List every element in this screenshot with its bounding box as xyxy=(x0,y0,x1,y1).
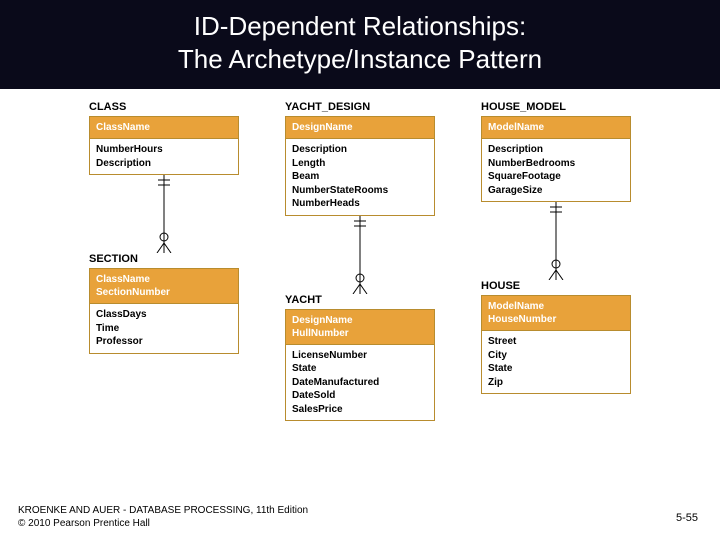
cardinality-icon xyxy=(154,175,174,253)
connector-class-section xyxy=(154,175,174,253)
footer-line-1: KROENKE AND AUER - DATABASE PROCESSING, … xyxy=(18,504,308,517)
column-yacht: YACHT_DESIGN DesignName Description Leng… xyxy=(285,101,435,421)
entity-label-section: SECTION xyxy=(89,253,239,265)
page-number: 5-55 xyxy=(676,512,698,524)
entity-yacht-attrs: LicenseNumber State DateManufactured Dat… xyxy=(286,345,434,421)
entity-housemodel-pk: ModelName xyxy=(482,117,630,139)
entity-label-house: HOUSE xyxy=(481,280,631,292)
entity-label-yachtdesign: YACHT_DESIGN xyxy=(285,101,435,113)
entity-yacht-pk: DesignName HullNumber xyxy=(286,310,434,345)
column-house: HOUSE_MODEL ModelName Description Number… xyxy=(481,101,631,421)
entity-housemodel: ModelName Description NumberBedrooms Squ… xyxy=(481,116,631,202)
entity-yachtdesign-pk: DesignName xyxy=(286,117,434,139)
entity-house: ModelName HouseNumber Street City State … xyxy=(481,295,631,394)
title-line-2: The Archetype/Instance Pattern xyxy=(20,43,700,76)
entity-label-yacht: YACHT xyxy=(285,294,435,306)
entity-house-attrs: Street City State Zip xyxy=(482,331,630,393)
entity-yachtdesign-attrs: Description Length Beam NumberStateRooms… xyxy=(286,139,434,215)
entity-yacht: DesignName HullNumber LicenseNumber Stat… xyxy=(285,309,435,422)
connector-house xyxy=(546,202,566,280)
entity-section-pk: ClassName SectionNumber xyxy=(90,269,238,304)
entity-label-housemodel: HOUSE_MODEL xyxy=(481,101,631,113)
entity-label-class: CLASS xyxy=(89,101,239,113)
title-line-1: ID-Dependent Relationships: xyxy=(20,10,700,43)
entity-housemodel-attrs: Description NumberBedrooms SquareFootage… xyxy=(482,139,630,201)
footer-citation: KROENKE AND AUER - DATABASE PROCESSING, … xyxy=(18,504,308,530)
cardinality-icon xyxy=(350,216,370,294)
entity-section: ClassName SectionNumber ClassDays Time P… xyxy=(89,268,239,354)
entity-yachtdesign: DesignName Description Length Beam Numbe… xyxy=(285,116,435,216)
footer-line-2: © 2010 Pearson Prentice Hall xyxy=(18,517,308,530)
entity-section-attrs: ClassDays Time Professor xyxy=(90,304,238,353)
entity-house-pk: ModelName HouseNumber xyxy=(482,296,630,331)
column-class-section: CLASS ClassName NumberHours Description … xyxy=(89,101,239,421)
entity-class-attrs: NumberHours Description xyxy=(90,139,238,174)
entity-class: ClassName NumberHours Description xyxy=(89,116,239,175)
cardinality-icon xyxy=(546,202,566,280)
slide-title: ID-Dependent Relationships: The Archetyp… xyxy=(0,0,720,89)
connector-yacht xyxy=(350,216,370,294)
entity-class-pk: ClassName xyxy=(90,117,238,139)
er-diagram: CLASS ClassName NumberHours Description … xyxy=(0,89,720,421)
